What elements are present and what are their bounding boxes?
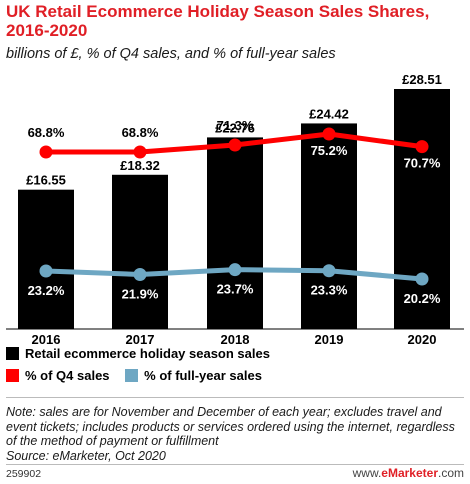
- legend-swatch-full-year: [125, 369, 139, 382]
- bar-2018: [207, 137, 263, 329]
- full-year-point-2017: [133, 267, 147, 281]
- legend-label-full-year: % of full-year sales: [144, 368, 262, 383]
- x-tick-2020: 2020: [408, 332, 437, 345]
- q4-label-2020: 70.7%: [404, 156, 441, 171]
- bar-2020: [394, 89, 450, 329]
- full-year-point-2016: [39, 264, 53, 278]
- legend-swatch-bars: [6, 347, 19, 360]
- bar-2019: [301, 123, 357, 329]
- q4-point-2020: [415, 140, 429, 154]
- full-year-point-2019: [322, 264, 336, 278]
- q4-label-2017: 68.8%: [122, 125, 159, 140]
- source-text: Source: eMarketer, Oct 2020: [6, 448, 166, 463]
- full-year-label-2016: 23.2%: [28, 283, 65, 298]
- bar-label-2016: £16.55: [26, 173, 66, 188]
- note-divider: [6, 397, 464, 398]
- q4-point-2016: [39, 145, 53, 159]
- chart-title: UK Retail Ecommerce Holiday Season Sales…: [6, 2, 430, 40]
- bar-2016: [18, 189, 74, 329]
- x-tick-2018: 2018: [221, 332, 250, 345]
- x-tick-2016: 2016: [32, 332, 61, 345]
- bar-2017: [112, 174, 168, 329]
- q4-label-2016: 68.8%: [28, 125, 65, 140]
- chart-id: 259902: [6, 468, 42, 480]
- q4-label-2018: 71.3%: [217, 118, 254, 133]
- legend-item-bars: Retail ecommerce holiday season sales: [6, 346, 270, 361]
- legend-row-1: Retail ecommerce holiday season sales: [6, 346, 282, 361]
- q4-label-2019: 75.2%: [311, 143, 348, 158]
- full-year-label-2017: 21.9%: [122, 286, 159, 301]
- x-tick-2019: 2019: [315, 332, 344, 345]
- legend-label-bars: Retail ecommerce holiday season sales: [25, 346, 270, 361]
- q4-point-2019: [322, 127, 336, 141]
- chart-subtitle: billions of £, % of Q4 sales, and % of f…: [6, 46, 336, 62]
- bar-label-2019: £24.42: [309, 106, 349, 121]
- legend-row-2: % of Q4 sales % of full-year sales: [6, 368, 274, 383]
- full-year-point-2020: [415, 272, 429, 286]
- full-year-label-2020: 20.2%: [404, 291, 441, 306]
- legend-item-q4: % of Q4 sales: [6, 368, 110, 383]
- bar-label-2018: £22.76: [215, 120, 255, 135]
- q4-point-2018: [228, 138, 242, 152]
- bar-label-2020: £28.51: [402, 72, 442, 87]
- legend-label-q4: % of Q4 sales: [25, 368, 110, 383]
- footnote: Note: sales are for November and Decembe…: [6, 405, 466, 463]
- x-tick-2017: 2017: [126, 332, 155, 345]
- full-year-label-2019: 23.3%: [311, 283, 348, 298]
- brand-logo: www.eMarketer.com: [352, 466, 464, 480]
- combo-chart: £16.55 £18.32 £22.76 £24.42 £28.51 2016 2017 20…: [6, 72, 464, 345]
- legend-swatch-q4: [6, 369, 19, 382]
- legend-item-full-year: % of full-year sales: [125, 368, 262, 383]
- bar-label-2017: £18.32: [120, 158, 160, 173]
- full-year-point-2018: [228, 263, 242, 277]
- footer-divider: [6, 464, 464, 465]
- q4-point-2017: [133, 145, 147, 159]
- note-text: Note: sales are for November and Decembe…: [6, 405, 455, 448]
- full-year-label-2018: 23.7%: [217, 282, 254, 297]
